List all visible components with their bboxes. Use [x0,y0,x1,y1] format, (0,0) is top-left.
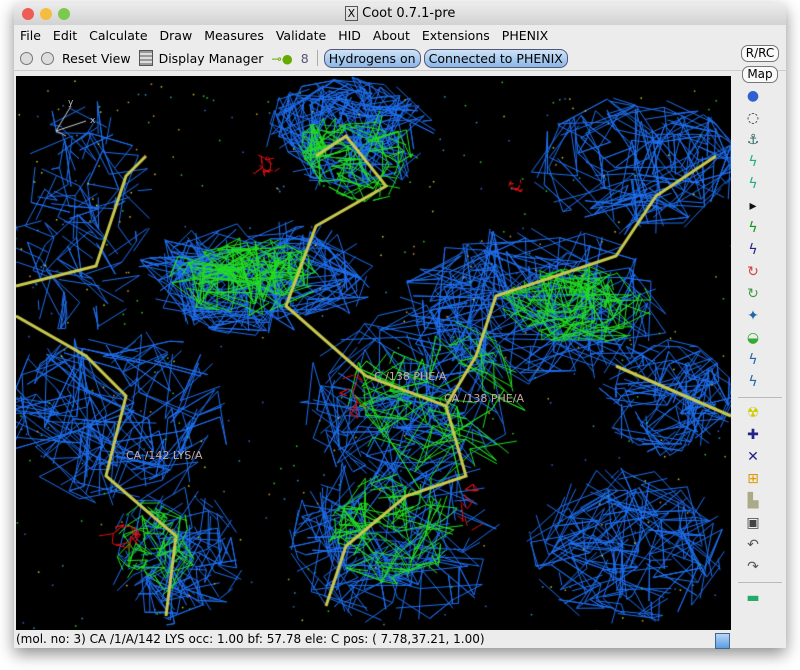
model-toolbar: R/RC Map ● ◌ ⚓ ϟ ϟ ▸ ϟ ϟ ↻ ↻ ✦ ◒ ϟ ϟ ☢ ✚ ✕ ⊞ ▙ ▣ ↶ ↷ ▬ [734,43,786,633]
rigid-body-icon[interactable]: ϟ [748,154,758,170]
map-button[interactable]: Map [742,66,778,83]
delete-icon[interactable]: ▣ [746,515,760,531]
status-bar: (mol. no: 3) CA /1/A/142 LYS occ: 1.00 b… [16,632,485,646]
menu-bar: File Edit Calculate Draw Measures Valida… [14,25,786,46]
x11-icon: X [344,6,359,21]
side-chain-180-icon[interactable]: ◒ [746,330,760,346]
phenix-connection-button[interactable]: Connected to PHENIX [423,48,568,68]
menu-phenix[interactable]: PHENIX [501,28,549,43]
go-to-atom-icon[interactable]: ⊸● [271,50,293,66]
menu-draw[interactable]: Draw [159,28,193,43]
status-indicator [715,633,730,649]
menu-about[interactable]: About [372,28,410,43]
more-arrow-icon[interactable]: ▸ [749,198,757,214]
toolbar-separator [738,582,782,583]
menu-file[interactable]: File [20,28,41,43]
sphere-refine-icon[interactable]: ● [746,88,760,104]
rotamer-icon[interactable]: ϟ [748,242,758,258]
add-alt-conf-icon[interactable]: ϟ [748,374,758,390]
clear-icon[interactable]: ▙ [747,493,759,509]
menu-measures[interactable]: Measures [204,28,264,43]
model-icon[interactable]: 8 [300,50,309,66]
close-button[interactable] [22,8,34,20]
place-water-icon[interactable]: ✕ [747,449,759,465]
rotate-translate-icon[interactable]: ◌ [746,110,760,126]
add-atom-icon[interactable]: ✚ [747,427,759,443]
toolbar-separator [316,50,318,66]
menu-calculate[interactable]: Calculate [89,28,148,43]
electron-density-map[interactable] [16,76,731,630]
undo-icon[interactable]: ↶ [747,537,759,553]
window-title: Coot 0.7.1-pre [362,6,456,21]
auto-fit-rotamer-icon[interactable]: ϟ [748,220,758,236]
redo-icon[interactable]: ↷ [747,559,759,575]
edit-chi-icon[interactable]: ✦ [747,308,759,324]
play-icon[interactable] [20,51,33,65]
menu-edit[interactable]: Edit [52,28,78,43]
anchor-icon[interactable]: ⚓ [746,132,760,148]
hydrogens-toggle[interactable]: Hydrogens on [323,48,421,68]
zoom-button[interactable] [58,8,70,20]
atom-label: C /138 PHE/A [374,370,447,383]
radiation-icon[interactable]: ☢ [746,405,760,421]
torsion-icon[interactable]: ↻ [747,286,759,302]
flip-peptide-icon[interactable]: ↻ [747,264,759,280]
toolbar: Reset View Display Manager ⊸● 8 Hydrogen… [14,46,786,71]
title-bar: X Coot 0.7.1-pre [14,3,786,25]
atom-label: CA /138 PHE/A [444,392,524,405]
toolbar-separator [738,397,782,398]
display-manager-label: Display Manager [158,50,264,66]
rrc-button[interactable]: R/RC [740,45,780,62]
minimize-button[interactable] [40,8,52,20]
stop-icon[interactable] [41,51,54,65]
menu-extensions[interactable]: Extensions [421,28,490,43]
axis-x-label: x [90,116,96,126]
coot-window: X Coot 0.7.1-pre File Edit Calculate Draw… [14,3,786,649]
display-manager-button[interactable]: Display Manager [138,50,264,66]
graphics-viewport[interactable]: y x C /138 PHE/A CA /138 PHE/A CA /142 L… [16,76,731,630]
display-manager-icon [138,50,153,66]
flag-icon[interactable]: ▬ [746,590,760,606]
mutate-icon[interactable]: ϟ [748,352,758,368]
menu-validate[interactable]: Validate [275,28,327,43]
menu-hid[interactable]: HID [338,28,361,43]
reset-view-button[interactable]: Reset View [62,50,131,66]
regularize-icon[interactable]: ϟ [748,176,758,192]
axis-y-label: y [68,98,74,108]
atom-label: CA /142 LYS/A [126,449,203,462]
add-terminal-icon[interactable]: ⊞ [747,471,759,487]
